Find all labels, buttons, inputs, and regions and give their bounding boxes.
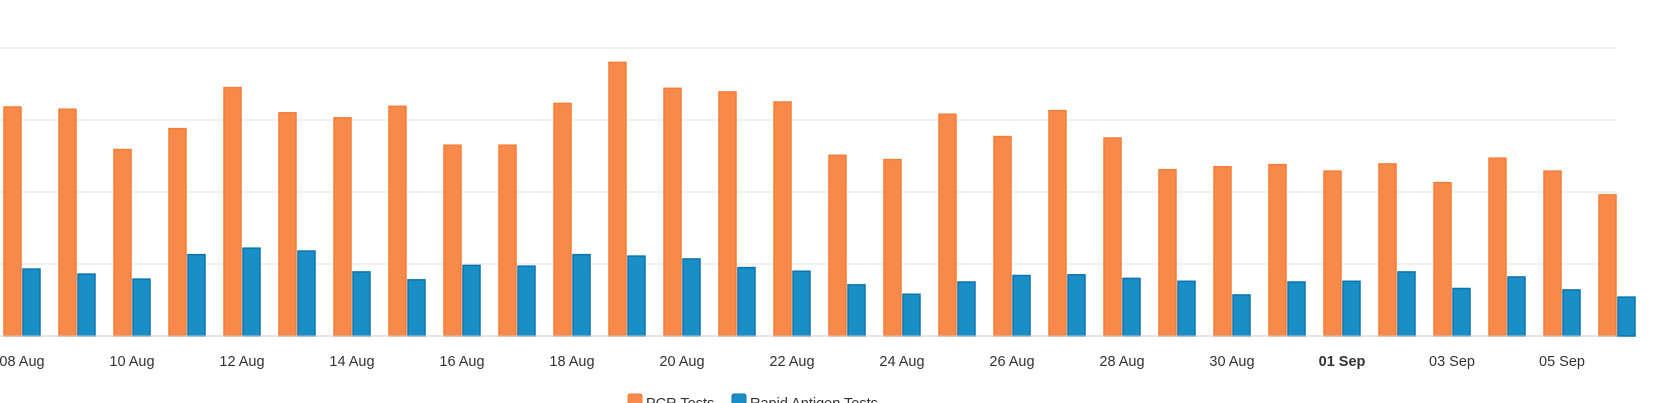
- bar-pcr[interactable]: [938, 113, 957, 337]
- bar-rapid-antigen[interactable]: [957, 281, 976, 337]
- bar-rapid-antigen[interactable]: [297, 250, 316, 337]
- bar-pcr[interactable]: [883, 158, 902, 337]
- x-tick-label: 24 Aug: [879, 354, 924, 370]
- x-tick-label: 03 Sep: [1429, 354, 1475, 370]
- x-tick-label: 12 Aug: [219, 354, 264, 370]
- bar-pcr[interactable]: [443, 144, 462, 337]
- bar-rapid-antigen[interactable]: [1067, 274, 1086, 337]
- bar-pcr[interactable]: [1268, 163, 1287, 337]
- bar-rapid-antigen[interactable]: [1122, 277, 1141, 337]
- bar-pcr[interactable]: [993, 135, 1012, 337]
- legend-swatch: [627, 393, 643, 403]
- x-tick-label: 18 Aug: [549, 354, 594, 370]
- legend[interactable]: PCR Tests Rapid Antigen Tests: [627, 393, 878, 403]
- bar-rapid-antigen[interactable]: [847, 284, 866, 337]
- bar-pcr[interactable]: [1433, 181, 1452, 337]
- legend-swatch: [731, 393, 747, 403]
- bar-pcr[interactable]: [663, 87, 682, 337]
- bar-rapid-antigen[interactable]: [407, 279, 426, 337]
- bar-rapid-antigen[interactable]: [1177, 280, 1196, 337]
- bar-rapid-antigen[interactable]: [132, 278, 151, 337]
- bar-pcr[interactable]: [498, 144, 517, 337]
- x-tick-label: 26 Aug: [989, 354, 1034, 370]
- bar-pcr[interactable]: [388, 105, 407, 337]
- x-tick-label: 16 Aug: [439, 354, 484, 370]
- bar-rapid-antigen[interactable]: [352, 271, 371, 337]
- bar-rapid-antigen[interactable]: [902, 293, 921, 337]
- bar-pcr[interactable]: [3, 106, 22, 337]
- legend-item[interactable]: PCR Tests: [627, 393, 714, 403]
- bar-rapid-antigen[interactable]: [627, 255, 646, 337]
- bars: [3, 61, 1636, 337]
- bar-pcr[interactable]: [1543, 170, 1562, 337]
- bar-rapid-antigen[interactable]: [1397, 271, 1416, 337]
- bar-pcr[interactable]: [223, 86, 242, 337]
- bar-rapid-antigen[interactable]: [242, 247, 261, 337]
- bar-pcr[interactable]: [1488, 157, 1507, 337]
- x-tick-label: 05 Sep: [1539, 354, 1585, 370]
- bar-pcr[interactable]: [278, 112, 297, 337]
- x-tick-label: 14 Aug: [329, 354, 374, 370]
- bar-pcr[interactable]: [1048, 109, 1067, 337]
- bar-rapid-antigen[interactable]: [1562, 289, 1581, 337]
- bar-pcr[interactable]: [1103, 137, 1122, 337]
- bar-rapid-antigen[interactable]: [1507, 276, 1526, 337]
- bar-rapid-antigen[interactable]: [792, 270, 811, 337]
- bar-pcr[interactable]: [553, 102, 572, 337]
- x-tick-label: 28 Aug: [1099, 354, 1144, 370]
- x-tick-label: 10 Aug: [109, 354, 154, 370]
- bar-rapid-antigen[interactable]: [572, 253, 591, 337]
- bar-pcr[interactable]: [1323, 170, 1342, 337]
- bar-rapid-antigen[interactable]: [517, 265, 536, 337]
- bar-rapid-antigen[interactable]: [1342, 280, 1361, 337]
- bar-pcr[interactable]: [58, 108, 77, 337]
- bar-pcr[interactable]: [1158, 168, 1177, 337]
- bar-pcr[interactable]: [773, 101, 792, 337]
- bar-rapid-antigen[interactable]: [682, 258, 701, 337]
- x-tick-label: 22 Aug: [769, 354, 814, 370]
- x-tick-label: 20 Aug: [659, 354, 704, 370]
- legend-label: Rapid Antigen Tests: [750, 396, 878, 403]
- bar-pcr[interactable]: [828, 154, 847, 337]
- bar-pcr[interactable]: [608, 61, 627, 337]
- bar-rapid-antigen[interactable]: [462, 264, 481, 337]
- legend-item[interactable]: Rapid Antigen Tests: [731, 393, 878, 403]
- x-tick-label: 01 Sep: [1319, 354, 1366, 370]
- bar-pcr[interactable]: [168, 127, 187, 337]
- x-tick-label: 08 Aug: [0, 354, 45, 370]
- bar-rapid-antigen[interactable]: [737, 266, 756, 337]
- bar-pcr[interactable]: [1213, 166, 1232, 337]
- bar-pcr[interactable]: [718, 91, 737, 337]
- bar-rapid-antigen[interactable]: [1617, 296, 1636, 337]
- x-tick-label: 30 Aug: [1209, 354, 1254, 370]
- bar-pcr[interactable]: [333, 117, 352, 337]
- bar-rapid-antigen[interactable]: [1232, 294, 1251, 337]
- bar-pcr[interactable]: [1378, 163, 1397, 337]
- bar-pcr[interactable]: [113, 148, 132, 337]
- bar-pcr[interactable]: [1598, 194, 1617, 337]
- bar-rapid-antigen[interactable]: [77, 273, 96, 337]
- bar-rapid-antigen[interactable]: [22, 268, 41, 337]
- legend-label: PCR Tests: [646, 396, 714, 403]
- x-axis-ticks: 08 Aug 10 Aug 12 Aug 14 Aug 16 Aug 18 Aug 20 A…: [0, 354, 1585, 370]
- gridlines: [0, 47, 1616, 265]
- bar-rapid-antigen[interactable]: [187, 253, 206, 337]
- bar-rapid-antigen[interactable]: [1012, 274, 1031, 337]
- bar-rapid-antigen[interactable]: [1287, 281, 1306, 337]
- bar-rapid-antigen[interactable]: [1452, 287, 1471, 337]
